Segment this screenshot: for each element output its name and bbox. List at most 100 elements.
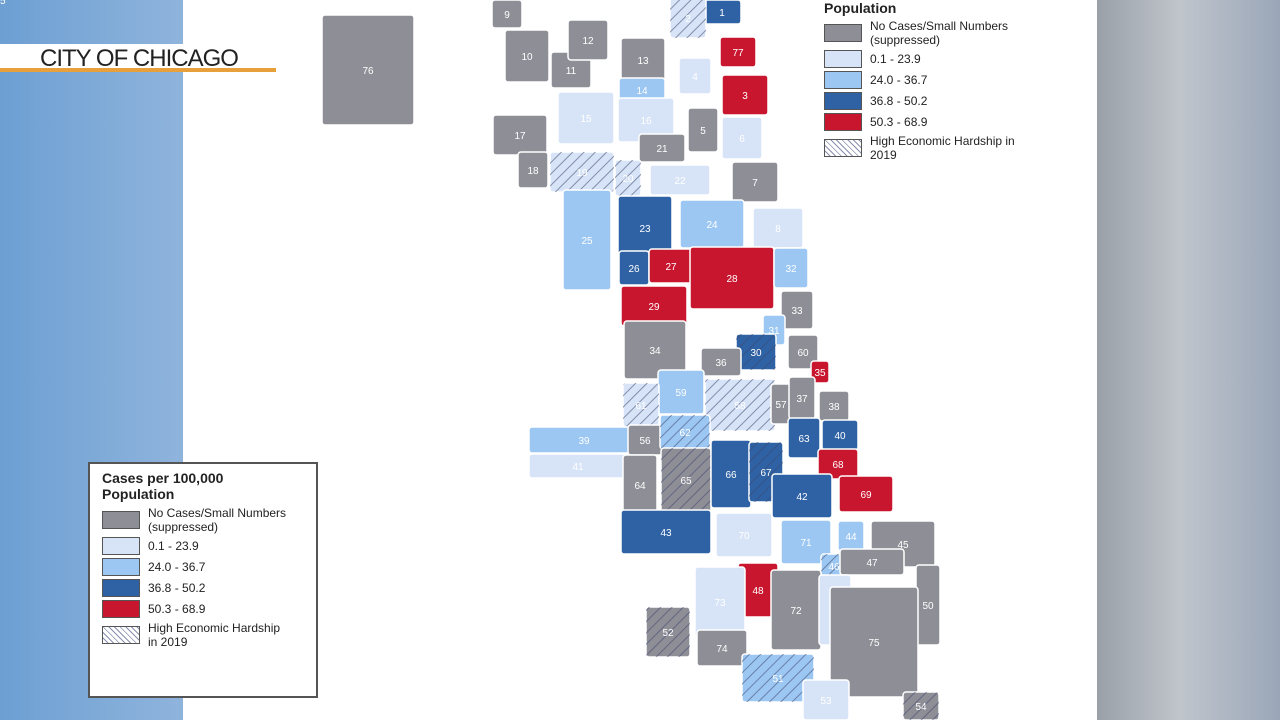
area xyxy=(623,320,687,380)
area-label: 16 xyxy=(640,116,652,127)
area-label: 15 xyxy=(580,114,592,125)
area-label: 4 xyxy=(692,72,698,83)
area-label: 27 xyxy=(665,262,677,273)
area-label: 77 xyxy=(732,48,744,59)
area xyxy=(787,417,821,459)
area-hatch xyxy=(661,448,711,512)
top-legend-item: 24.0 - 36.7 xyxy=(824,71,1024,89)
legend-swatch xyxy=(102,626,140,644)
legend-item: High Economic Hardship in 2019 xyxy=(102,621,304,649)
area xyxy=(787,334,819,370)
area-hatch xyxy=(670,0,706,38)
top-legend-swatch xyxy=(824,71,862,89)
area-hatch xyxy=(742,654,814,702)
legend-label: 36.8 - 50.2 xyxy=(148,581,206,595)
area-label: 65 xyxy=(680,476,692,487)
area-label: 68 xyxy=(832,460,844,471)
area xyxy=(721,116,763,160)
area-label: 29 xyxy=(648,302,660,313)
area-label: 63 xyxy=(798,434,810,445)
area-label: 28 xyxy=(726,274,738,285)
area-label: 18 xyxy=(527,166,539,177)
top-legend-swatch xyxy=(824,113,862,131)
area xyxy=(731,161,779,203)
top-legend-swatch xyxy=(824,92,862,110)
area xyxy=(802,679,850,720)
area-label: 33 xyxy=(791,306,803,317)
area-label: 14 xyxy=(636,86,648,97)
top-legend-item: No Cases/Small Numbers (suppressed) xyxy=(824,19,1024,47)
area xyxy=(773,247,809,289)
area xyxy=(780,290,814,330)
legend-swatch xyxy=(102,558,140,576)
area xyxy=(491,0,523,29)
area xyxy=(715,512,773,558)
area-label: 41 xyxy=(572,462,584,473)
area-label: 61 xyxy=(635,401,647,412)
legend-label: 24.0 - 36.7 xyxy=(148,560,206,574)
legend-swatch xyxy=(102,511,140,529)
area-label: 71 xyxy=(800,538,812,549)
banner: CITY OF CHICAGO xyxy=(0,44,276,72)
area-label: 17 xyxy=(514,131,526,142)
area-label: 67 xyxy=(760,468,772,479)
area-label: 38 xyxy=(828,402,840,413)
area xyxy=(517,151,549,189)
area-label: 20 xyxy=(622,174,634,185)
legend-label: No Cases/Small Numbers (suppressed) xyxy=(148,506,287,534)
area-hatch xyxy=(736,334,776,370)
area-hatch xyxy=(623,383,659,427)
area-label: 25 xyxy=(581,236,593,247)
area-label: 53 xyxy=(820,696,832,707)
legend-item: 24.0 - 36.7 xyxy=(102,558,304,576)
top-legend-item: High Economic Hardship in 2019 xyxy=(824,134,1024,162)
area-label: 45 xyxy=(897,540,909,551)
area-label: 76 xyxy=(362,66,374,77)
area-label: 8 xyxy=(775,224,781,235)
legend-label: High Economic Hardship in 2019 xyxy=(148,621,281,649)
top-legend-label: 0.1 - 23.9 xyxy=(870,52,921,66)
area-label: 19 xyxy=(576,168,588,179)
area-label: 43 xyxy=(660,528,672,539)
area xyxy=(719,36,757,68)
legend-swatch xyxy=(102,537,140,555)
top-legend-swatch xyxy=(824,50,862,68)
top-legend-item: 36.8 - 50.2 xyxy=(824,92,1024,110)
area-label: 30 xyxy=(750,348,762,359)
legend-label: 0.1 - 23.9 xyxy=(148,539,199,553)
area-label: 62 xyxy=(679,428,691,439)
top-legend-label: 36.8 - 50.2 xyxy=(870,94,928,108)
legend-swatch xyxy=(102,600,140,618)
area xyxy=(638,133,686,163)
area-hatch xyxy=(615,160,641,196)
area-label: 39 xyxy=(578,436,590,447)
area-label: 32 xyxy=(785,264,797,275)
area-label: 42 xyxy=(796,492,808,503)
area-label: 21 xyxy=(656,144,668,155)
area xyxy=(504,29,550,83)
area-hatch xyxy=(646,607,690,657)
area-label: 72 xyxy=(790,606,802,617)
top-legend-swatch xyxy=(824,139,862,157)
area-label: 66 xyxy=(725,470,737,481)
area-label: 73 xyxy=(714,598,726,609)
area-label: 70 xyxy=(738,531,750,542)
area-label: 69 xyxy=(860,490,872,501)
legend-label: 50.3 - 68.9 xyxy=(148,602,206,616)
legend-item: 0.1 - 23.9 xyxy=(102,537,304,555)
area-label: 40 xyxy=(834,431,846,442)
top-legend-item: 50.3 - 68.9 xyxy=(824,113,1024,131)
area-label: 7 xyxy=(752,178,758,189)
top-legend: Population No Cases/Small Numbers (suppr… xyxy=(822,0,1024,165)
area xyxy=(687,107,719,153)
area-label: 31 xyxy=(768,326,780,337)
area-label: 56 xyxy=(639,436,651,447)
area-label: 44 xyxy=(845,532,857,543)
area xyxy=(620,509,712,555)
area-label: 58 xyxy=(734,401,746,412)
area-hatch xyxy=(705,379,775,431)
area-label: 52 xyxy=(662,628,674,639)
area-label: 36 xyxy=(715,358,727,369)
